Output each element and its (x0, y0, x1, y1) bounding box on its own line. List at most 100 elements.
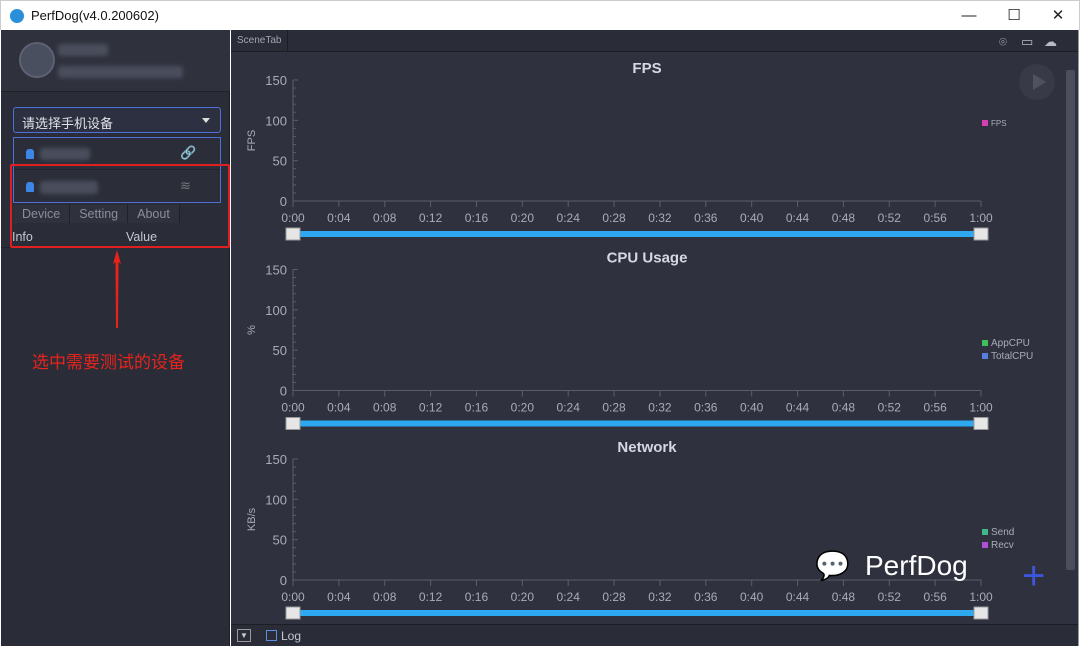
tab-about[interactable]: About (128, 205, 180, 223)
maximize-button[interactable]: ☐ (1007, 7, 1021, 24)
log-checkbox[interactable] (266, 630, 277, 641)
watermark-text: PerfDog (865, 550, 968, 581)
x-tick-label: 0:24 (557, 401, 581, 415)
username-redacted (58, 44, 108, 56)
legend-swatch (982, 529, 988, 535)
x-tick-label: 0:00 (281, 590, 305, 604)
android-icon (26, 182, 34, 192)
avatar[interactable] (19, 42, 55, 78)
x-tick-label: 0:04 (327, 401, 351, 415)
slider-handle (285, 606, 301, 620)
y-tick-label: 0 (280, 384, 287, 399)
x-tick-label: 0:48 (832, 211, 856, 225)
y-tick-label: 0 (280, 573, 287, 588)
legend-label: FPS (991, 119, 1007, 128)
info-column: Info (12, 230, 33, 244)
y-tick-label: 150 (265, 73, 287, 88)
y-tick-label: 100 (265, 113, 287, 128)
device-name-redacted (40, 181, 98, 194)
legend-swatch (982, 340, 988, 346)
x-tick-label: 0:04 (327, 211, 351, 225)
x-tick-label: 0:08 (373, 590, 397, 604)
x-tick-label: 1:00 (969, 590, 993, 604)
chart-network: Network KB/s 150 100 50 0 0:00 0:04 0:08 0:12 0:16… (246, 439, 1014, 620)
close-button[interactable]: ✕ (1051, 7, 1065, 24)
legend-label: Send (991, 527, 1014, 538)
x-tick-label: 0:32 (648, 401, 672, 415)
device-name-redacted (40, 148, 90, 160)
minimize-button[interactable]: — (961, 7, 977, 24)
account-redacted (58, 66, 183, 78)
y-tick-label: 50 (273, 154, 287, 169)
legend-label: AppCPU (991, 338, 1030, 349)
chart-title: FPS (632, 60, 661, 77)
window-title: PerfDog(v4.0.200602) (31, 8, 159, 23)
sidebar-tabs: Device Setting About (13, 205, 180, 223)
chart-title: Network (617, 439, 677, 456)
x-tick-label: 0:00 (281, 401, 305, 415)
x-tick-label: 0:52 (878, 590, 902, 604)
value-column: Value (126, 230, 158, 244)
log-label: Log (281, 629, 302, 643)
y-axis-label: % (246, 325, 258, 335)
slider-handle (285, 417, 301, 430)
play-button[interactable] (1019, 64, 1055, 100)
legend-label: Recv (991, 540, 1014, 551)
tab-scene[interactable]: SceneTab (231, 30, 289, 52)
chart-cpu-usage: CPU Usage% 150 100 50 0 0:00 0:04 0:08 0:12 0:16 0… (246, 250, 1033, 430)
x-tick-label: 0:12 (419, 401, 443, 415)
usb-icon: 🔗 (180, 145, 197, 160)
annotation-text: 选中需要测试的设备 (32, 353, 185, 372)
expand-toggle-button[interactable]: ▼ (237, 629, 251, 642)
device-dropdown: 🔗 ≋ (13, 137, 221, 203)
x-tick-label: 0:28 (602, 590, 626, 604)
x-tick-label: 0:20 (511, 401, 535, 415)
x-tick-label: 0:24 (557, 211, 581, 225)
tab-device[interactable]: Device (13, 205, 71, 223)
wifi-icon: ≋ (180, 178, 191, 193)
slider-handle (973, 227, 989, 241)
scrollbar-thumb[interactable] (1066, 70, 1075, 570)
device-option-wifi[interactable]: ≋ (14, 171, 220, 203)
location-icon[interactable]: ⌾ (999, 34, 1007, 49)
x-tick-label: 1:00 (969, 211, 993, 225)
x-tick-label: 0:04 (327, 590, 351, 604)
x-tick-label: 0:56 (923, 401, 947, 415)
x-tick-label: 0:08 (373, 401, 397, 415)
time-range-slider (293, 610, 981, 616)
scrollbar[interactable] (1063, 54, 1077, 626)
charts-area: FPS FPS 150 100 50 0 0:00 0:04 0:08 0:12 0:16 0:20 0… (246, 60, 1033, 620)
legend-label: TotalCPU (991, 351, 1033, 362)
y-tick-label: 100 (265, 492, 287, 507)
device-select[interactable]: 请选择手机设备 (13, 107, 221, 133)
bottom-bar: ▼ Log (231, 624, 1078, 646)
y-axis-label: FPS (246, 130, 258, 151)
user-profile (1, 30, 230, 92)
x-tick-label: 0:16 (465, 590, 489, 604)
x-tick-label: 0:48 (832, 590, 856, 604)
chevron-down-icon (202, 118, 210, 123)
x-tick-label: 0:44 (786, 590, 810, 604)
plus-icon: + (1022, 554, 1046, 598)
x-tick-label: 0:28 (602, 401, 626, 415)
chart-title: CPU Usage (607, 250, 688, 267)
sidebar: 请选择手机设备 🔗 ≋ Device Setting About Info Va… (1, 30, 230, 646)
x-tick-label: 0:56 (923, 211, 947, 225)
wechat-icon: 💬 (815, 550, 850, 581)
cloud-icon[interactable]: ☁ (1044, 34, 1057, 49)
y-tick-label: 150 (265, 452, 287, 467)
main-panel: SceneTab ⌾ ▭ ☁ FPS FPS 150 100 50 0 0:00 0:04 0:… (231, 30, 1079, 646)
title-bar: PerfDog(v4.0.200602) — ☐ ✕ (0, 0, 1080, 30)
annotation-arrow-icon (113, 250, 121, 328)
slider-handle (285, 227, 301, 241)
tab-setting[interactable]: Setting (70, 205, 129, 223)
y-tick-label: 50 (273, 343, 287, 358)
android-icon (26, 149, 34, 159)
x-tick-label: 0:16 (465, 211, 489, 225)
chart-fps: FPS FPS 150 100 50 0 0:00 0:04 0:08 0:12 0:16 0:20 0… (246, 60, 1007, 241)
slider-handle (973, 606, 989, 620)
device-option-usb[interactable]: 🔗 (14, 138, 220, 170)
scene-tab-bar: SceneTab ⌾ ▭ ☁ (231, 30, 1078, 52)
folder-icon[interactable]: ▭ (1021, 34, 1034, 49)
y-tick-label: 100 (265, 303, 287, 318)
